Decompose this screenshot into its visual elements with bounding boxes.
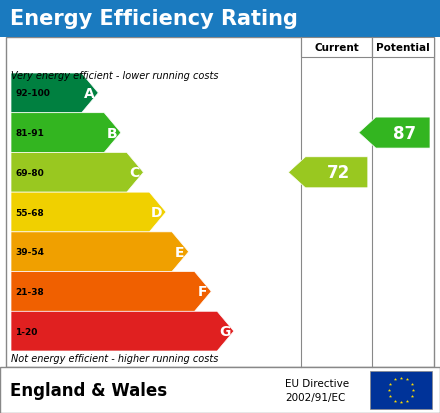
Text: Current: Current: [314, 43, 359, 53]
Polygon shape: [11, 193, 166, 232]
Text: C: C: [129, 166, 139, 180]
Text: E: E: [175, 245, 184, 259]
Polygon shape: [288, 157, 368, 188]
Text: Potential: Potential: [376, 43, 430, 53]
Bar: [0, 0, 440, 38]
Text: Very energy efficient - lower running costs: Very energy efficient - lower running co…: [11, 71, 219, 81]
Text: B: B: [106, 126, 117, 140]
Bar: [370, 371, 432, 409]
Text: 81-91: 81-91: [15, 129, 44, 138]
Polygon shape: [11, 114, 121, 153]
Text: Not energy efficient - higher running costs: Not energy efficient - higher running co…: [11, 353, 218, 363]
Text: 39-54: 39-54: [15, 248, 44, 256]
Bar: [301, 38, 372, 58]
Text: Energy Efficiency Rating: Energy Efficiency Rating: [10, 9, 298, 29]
Text: 2002/91/EC: 2002/91/EC: [285, 392, 345, 402]
Text: 69-80: 69-80: [15, 169, 44, 177]
Polygon shape: [11, 311, 234, 351]
Polygon shape: [359, 118, 430, 149]
Bar: [372, 38, 434, 58]
Bar: [6, 38, 434, 367]
Text: 21-38: 21-38: [15, 287, 44, 296]
Text: D: D: [151, 206, 163, 219]
Text: England & Wales: England & Wales: [10, 381, 167, 399]
Polygon shape: [11, 272, 211, 311]
Text: 55-68: 55-68: [15, 208, 44, 217]
Bar: [0, 367, 440, 413]
Text: A: A: [84, 87, 95, 101]
Polygon shape: [11, 232, 189, 272]
Text: F: F: [197, 285, 207, 299]
Polygon shape: [11, 153, 143, 193]
Text: 1-20: 1-20: [15, 327, 37, 336]
Text: EU Directive: EU Directive: [285, 378, 349, 388]
Text: 72: 72: [327, 164, 350, 182]
Text: 87: 87: [393, 124, 417, 142]
Text: 92-100: 92-100: [15, 89, 50, 98]
Text: G: G: [219, 324, 231, 338]
Polygon shape: [11, 74, 98, 114]
